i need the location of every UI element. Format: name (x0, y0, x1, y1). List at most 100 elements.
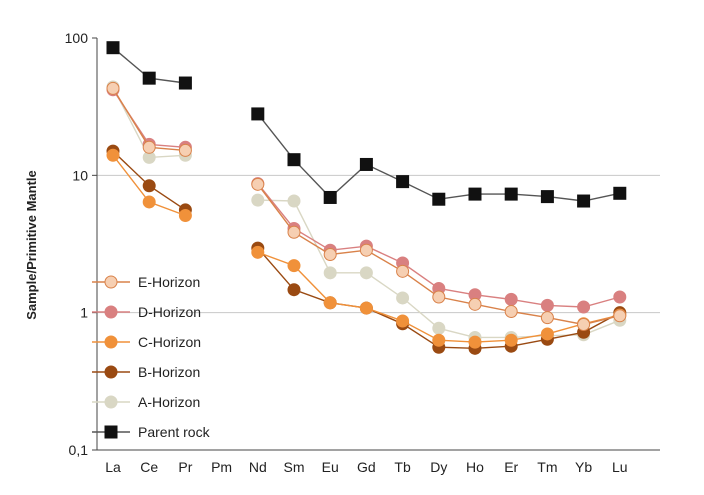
data-point-a-horizon-dy (432, 321, 446, 335)
x-tick-label-eu: Eu (322, 459, 339, 475)
data-point-d-horizon-yb (577, 300, 591, 314)
legend-swatch-marker (104, 425, 118, 439)
data-point-c-horizon-la (106, 148, 120, 162)
y-tick-label: 10 (72, 167, 88, 183)
data-point-parent-rock-la (106, 41, 120, 55)
data-point-b-horizon-sm (287, 283, 301, 297)
data-point-d-horizon-lu (613, 290, 627, 304)
x-tick-label-ho: Ho (466, 459, 484, 475)
data-point-c-horizon-eu (323, 296, 337, 310)
data-point-parent-rock-er (504, 187, 518, 201)
x-tick-label-lu: Lu (612, 459, 628, 475)
data-point-c-horizon-gd (359, 301, 373, 315)
x-tick-label-yb: Yb (575, 459, 592, 475)
data-point-d-horizon-tm (540, 298, 554, 312)
series-line-a-horizon (257, 199, 621, 339)
data-point-e-horizon-sm (287, 225, 301, 239)
data-point-e-horizon-lu (613, 309, 627, 323)
data-point-parent-rock-lu (613, 186, 627, 200)
data-point-parent-rock-dy (432, 192, 446, 206)
data-point-b-horizon-ce (142, 179, 156, 193)
data-point-e-horizon-la (106, 81, 120, 95)
data-point-c-horizon-dy (432, 333, 446, 347)
legend-label: E-Horizon (138, 274, 200, 290)
legend-label: Parent rock (138, 424, 211, 440)
data-point-parent-rock-tm (540, 190, 554, 204)
legend-label: B-Horizon (138, 364, 200, 380)
data-point-parent-rock-pr (178, 76, 192, 90)
y-axis-title: Sample/Primitive Mantle (24, 170, 39, 320)
data-point-a-horizon-tb (396, 291, 410, 305)
data-point-c-horizon-nd (251, 245, 265, 259)
data-point-c-horizon-sm (287, 259, 301, 273)
data-point-e-horizon-gd (359, 243, 373, 257)
data-point-c-horizon-tm (540, 327, 554, 341)
data-point-a-horizon-eu (323, 266, 337, 280)
x-tick-label-pm: Pm (211, 459, 232, 475)
data-point-e-horizon-yb (577, 318, 591, 332)
y-tick-label: 100 (65, 30, 89, 46)
x-tick-label-nd: Nd (249, 459, 267, 475)
data-point-a-horizon-sm (287, 194, 301, 208)
legend-item-c-horizon: C-Horizon (92, 334, 201, 350)
data-point-c-horizon-tb (396, 314, 410, 328)
data-point-a-horizon-gd (359, 266, 373, 280)
x-tick-label-tm: Tm (537, 459, 557, 475)
legend-item-a-horizon: A-Horizon (92, 394, 200, 410)
x-tick-label-er: Er (504, 459, 518, 475)
data-point-parent-rock-gd (359, 157, 373, 171)
y-tick-label: 0,1 (69, 442, 89, 458)
legend: E-Horizon D-Horizon C-Horizon B-Horizon A-Ho… (92, 274, 211, 440)
legend-label: A-Horizon (138, 394, 200, 410)
x-tick-label-ce: Ce (140, 459, 158, 475)
legend-swatch-marker (104, 275, 118, 289)
data-point-e-horizon-tm (540, 311, 554, 325)
series-parent-rock (106, 41, 627, 208)
data-point-e-horizon-er (504, 304, 518, 318)
series-line-parent-rock (257, 113, 620, 202)
x-tick-label-pr: Pr (178, 459, 192, 475)
data-point-parent-rock-ho (468, 187, 482, 201)
data-point-c-horizon-pr (178, 208, 192, 222)
series-c-horizon (106, 148, 627, 349)
data-point-a-horizon-nd (251, 193, 265, 207)
grid-layer (97, 174, 660, 314)
series-e-horizon (106, 81, 627, 332)
legend-swatch-marker (104, 305, 118, 319)
data-point-parent-rock-nd (251, 107, 265, 121)
data-point-d-horizon-er (504, 292, 518, 306)
data-point-e-horizon-ho (468, 297, 482, 311)
data-point-e-horizon-ce (142, 140, 156, 154)
x-tick-label-sm: Sm (284, 459, 305, 475)
data-point-c-horizon-ho (468, 335, 482, 349)
data-point-parent-rock-eu (323, 190, 337, 204)
x-tick-label-la: La (105, 459, 121, 475)
data-point-c-horizon-ce (142, 195, 156, 209)
x-tick-label-gd: Gd (357, 459, 376, 475)
data-point-e-horizon-nd (251, 177, 265, 191)
data-point-e-horizon-tb (396, 264, 410, 278)
data-point-e-horizon-eu (323, 248, 337, 262)
legend-label: D-Horizon (138, 304, 201, 320)
x-tick-label-dy: Dy (430, 459, 447, 475)
x-tick-label-tb: Tb (394, 459, 411, 475)
data-point-parent-rock-yb (577, 194, 591, 208)
legend-item-e-horizon: E-Horizon (92, 274, 200, 290)
legend-swatch-marker (104, 335, 118, 349)
axis-layer: 100 10 1 0,1 La Ce Pr Pm Nd Sm Eu Gd Tb Dy Ho Er Tm Yb Lu (65, 30, 660, 475)
data-point-c-horizon-er (504, 333, 518, 347)
legend-item-parent-rock: Parent rock (92, 424, 211, 440)
series-layer (106, 41, 627, 355)
data-point-parent-rock-tb (396, 175, 410, 189)
data-point-e-horizon-pr (178, 143, 192, 157)
legend-item-b-horizon: B-Horizon (92, 364, 200, 380)
legend-item-d-horizon: D-Horizon (92, 304, 201, 320)
legend-label: C-Horizon (138, 334, 201, 350)
legend-swatch-marker (104, 395, 118, 409)
data-point-parent-rock-ce (142, 71, 156, 85)
y-tick-label: 1 (80, 305, 88, 321)
legend-swatch-marker (104, 365, 118, 379)
data-point-e-horizon-dy (432, 290, 446, 304)
data-point-parent-rock-sm (287, 153, 301, 167)
